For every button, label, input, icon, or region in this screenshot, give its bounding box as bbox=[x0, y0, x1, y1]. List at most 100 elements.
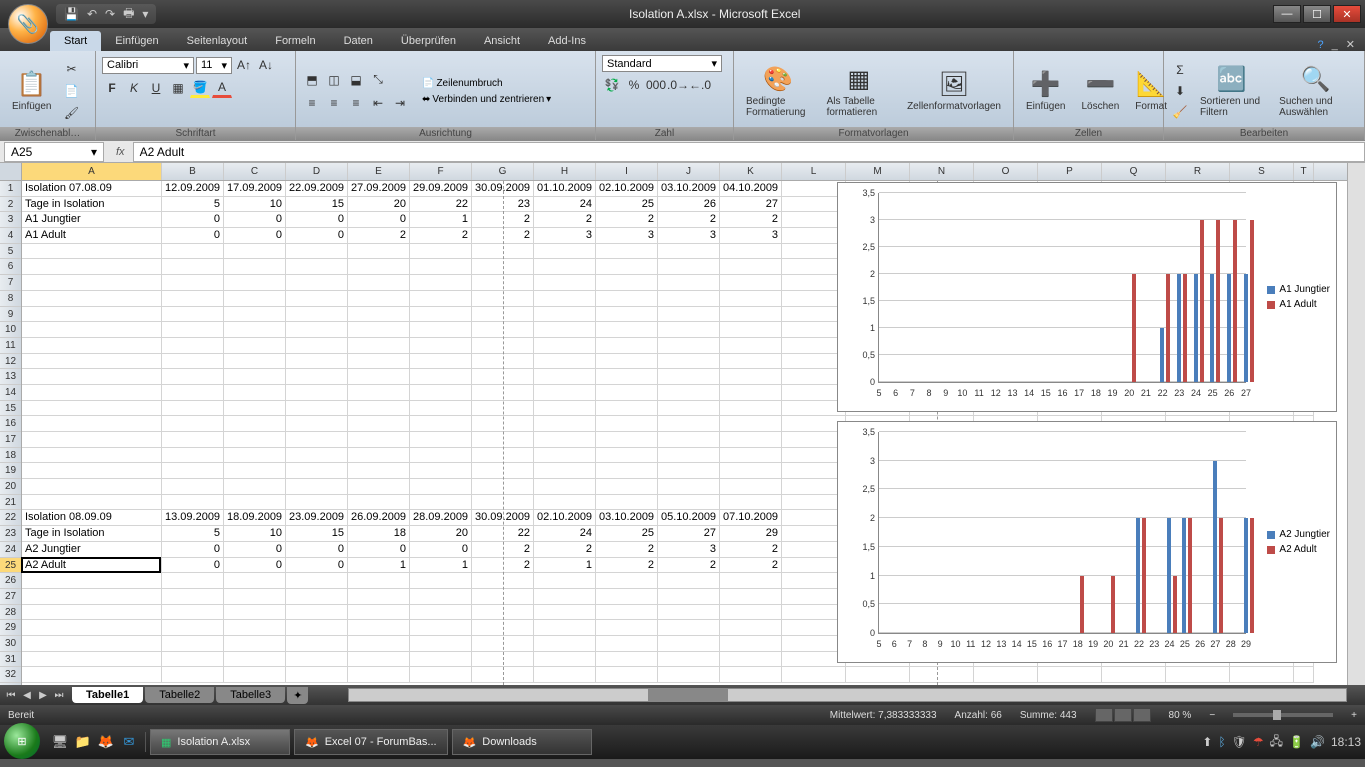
col-header-B[interactable]: B bbox=[162, 163, 224, 180]
cell-B1[interactable]: 12.09.2009 bbox=[162, 181, 224, 197]
align-left-icon[interactable]: ≡ bbox=[302, 93, 322, 113]
cell-A17[interactable] bbox=[22, 432, 162, 448]
cell-H6[interactable] bbox=[534, 259, 596, 275]
cell-I30[interactable] bbox=[596, 636, 658, 652]
autosum-icon[interactable]: Σ bbox=[1170, 60, 1190, 80]
cell-H16[interactable] bbox=[534, 416, 596, 432]
tab-ueberpruefen[interactable]: Überprüfen bbox=[387, 31, 470, 51]
italic-icon[interactable]: K bbox=[124, 78, 144, 98]
cell-E1[interactable]: 27.09.2009 bbox=[348, 181, 410, 197]
row-header-20[interactable]: 20 bbox=[0, 479, 21, 495]
cell-D11[interactable] bbox=[286, 338, 348, 354]
cell-C7[interactable] bbox=[224, 275, 286, 291]
task-excel[interactable]: ▦Isolation A.xlsx bbox=[150, 729, 290, 755]
cell-H5[interactable] bbox=[534, 244, 596, 260]
conditional-formatting-button[interactable]: 🎨Bedingte Formatierung bbox=[740, 63, 817, 120]
cell-F18[interactable] bbox=[410, 448, 472, 464]
cell-A27[interactable] bbox=[22, 589, 162, 605]
cell-K26[interactable] bbox=[720, 573, 782, 589]
col-header-E[interactable]: E bbox=[348, 163, 410, 180]
cell-A11[interactable] bbox=[22, 338, 162, 354]
cell-A28[interactable] bbox=[22, 605, 162, 621]
cell-C5[interactable] bbox=[224, 244, 286, 260]
cell-A19[interactable] bbox=[22, 463, 162, 479]
cell-A18[interactable] bbox=[22, 448, 162, 464]
cell-A21[interactable] bbox=[22, 495, 162, 511]
row-header-19[interactable]: 19 bbox=[0, 463, 21, 479]
currency-icon[interactable]: 💱 bbox=[602, 75, 622, 95]
cell-B31[interactable] bbox=[162, 652, 224, 668]
sheet-nav-prev-icon[interactable]: ◀ bbox=[20, 690, 34, 701]
clear-icon[interactable]: 🧹 bbox=[1170, 102, 1190, 122]
row-header-18[interactable]: 18 bbox=[0, 448, 21, 464]
cell-F3[interactable]: 1 bbox=[410, 212, 472, 228]
task-firefox-1[interactable]: 🦊Excel 07 - ForumBas... bbox=[294, 729, 448, 755]
cell-H13[interactable] bbox=[534, 369, 596, 385]
cell-A25[interactable]: A2 Adult bbox=[22, 558, 162, 574]
cell-F13[interactable] bbox=[410, 369, 472, 385]
task-firefox-2[interactable]: 🦊Downloads bbox=[452, 729, 592, 755]
cell-C18[interactable] bbox=[224, 448, 286, 464]
cell-E19[interactable] bbox=[348, 463, 410, 479]
cell-F14[interactable] bbox=[410, 385, 472, 401]
align-bottom-icon[interactable]: ⬓ bbox=[346, 70, 366, 90]
cell-E8[interactable] bbox=[348, 291, 410, 307]
cell-H25[interactable]: 1 bbox=[534, 558, 596, 574]
cell-H24[interactable]: 2 bbox=[534, 542, 596, 558]
cell-C27[interactable] bbox=[224, 589, 286, 605]
cell-J28[interactable] bbox=[658, 605, 720, 621]
cell-A14[interactable] bbox=[22, 385, 162, 401]
cell-H22[interactable]: 02.10.2009 bbox=[534, 510, 596, 526]
cell-J13[interactable] bbox=[658, 369, 720, 385]
cell-E20[interactable] bbox=[348, 479, 410, 495]
tab-addins[interactable]: Add-Ins bbox=[534, 31, 600, 51]
cell-K14[interactable] bbox=[720, 385, 782, 401]
cell-D32[interactable] bbox=[286, 667, 348, 683]
cell-E25[interactable]: 1 bbox=[348, 558, 410, 574]
cell-B27[interactable] bbox=[162, 589, 224, 605]
decrease-decimal-icon[interactable]: ←.0 bbox=[690, 75, 710, 95]
cell-F2[interactable]: 22 bbox=[410, 197, 472, 213]
cell-E18[interactable] bbox=[348, 448, 410, 464]
cell-C23[interactable]: 10 bbox=[224, 526, 286, 542]
col-header-K[interactable]: K bbox=[720, 163, 782, 180]
cell-F7[interactable] bbox=[410, 275, 472, 291]
cell-K16[interactable] bbox=[720, 416, 782, 432]
sheet-nav-first-icon[interactable]: ⏮ bbox=[4, 690, 18, 701]
close-button[interactable]: ✕ bbox=[1333, 5, 1361, 23]
cell-B18[interactable] bbox=[162, 448, 224, 464]
cell-J31[interactable] bbox=[658, 652, 720, 668]
cell-K18[interactable] bbox=[720, 448, 782, 464]
cell-E4[interactable]: 2 bbox=[348, 228, 410, 244]
align-right-icon[interactable]: ≡ bbox=[346, 93, 366, 113]
cell-E5[interactable] bbox=[348, 244, 410, 260]
cell-A26[interactable] bbox=[22, 573, 162, 589]
cell-J21[interactable] bbox=[658, 495, 720, 511]
cell-D27[interactable] bbox=[286, 589, 348, 605]
cell-D19[interactable] bbox=[286, 463, 348, 479]
row-header-31[interactable]: 31 bbox=[0, 652, 21, 668]
cell-B4[interactable]: 0 bbox=[162, 228, 224, 244]
cell-D2[interactable]: 15 bbox=[286, 197, 348, 213]
align-top-icon[interactable]: ⬒ bbox=[302, 70, 322, 90]
cell-B25[interactable]: 0 bbox=[162, 558, 224, 574]
font-name-combo[interactable]: Calibri▾ bbox=[102, 57, 194, 74]
row-header-3[interactable]: 3 bbox=[0, 212, 21, 228]
col-header-H[interactable]: H bbox=[534, 163, 596, 180]
cell-H18[interactable] bbox=[534, 448, 596, 464]
cell-K5[interactable] bbox=[720, 244, 782, 260]
cell-E22[interactable]: 26.09.2009 bbox=[348, 510, 410, 526]
cell-H32[interactable] bbox=[534, 667, 596, 683]
cell-F25[interactable]: 1 bbox=[410, 558, 472, 574]
cell-F31[interactable] bbox=[410, 652, 472, 668]
chart-1[interactable]: 00,511,522,533,5567891011121314151617181… bbox=[837, 182, 1337, 412]
cell-E17[interactable] bbox=[348, 432, 410, 448]
cell-E23[interactable]: 18 bbox=[348, 526, 410, 542]
cell-A2[interactable]: Tage in Isolation bbox=[22, 197, 162, 213]
cell-B26[interactable] bbox=[162, 573, 224, 589]
cell-K7[interactable] bbox=[720, 275, 782, 291]
row-header-6[interactable]: 6 bbox=[0, 259, 21, 275]
cell-I15[interactable] bbox=[596, 401, 658, 417]
cell-K1[interactable]: 04.10.2009 bbox=[720, 181, 782, 197]
cell-H17[interactable] bbox=[534, 432, 596, 448]
